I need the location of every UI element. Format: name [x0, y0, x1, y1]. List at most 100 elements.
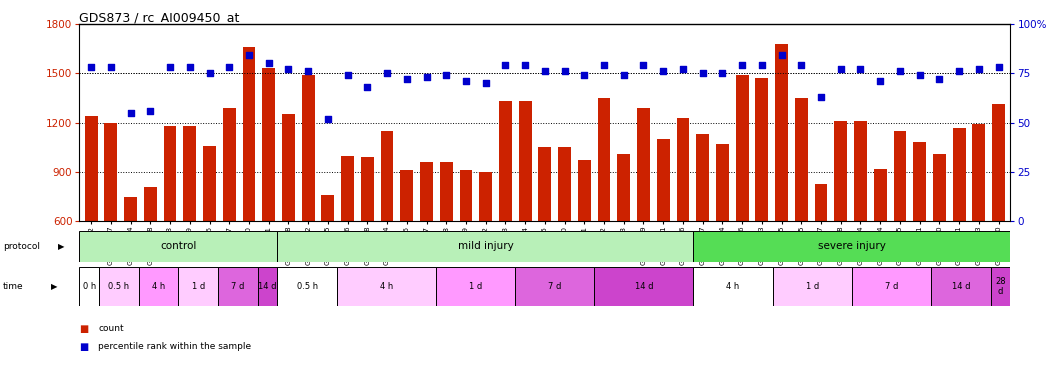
- Bar: [499, 101, 512, 221]
- Bar: [852, 267, 931, 306]
- Point: [931, 76, 948, 82]
- Point: [359, 84, 376, 90]
- Bar: [139, 267, 179, 306]
- Bar: [302, 75, 314, 221]
- Text: 0.5 h: 0.5 h: [108, 282, 129, 291]
- Bar: [164, 126, 177, 221]
- Point: [240, 52, 257, 58]
- Text: control: control: [160, 241, 197, 251]
- Bar: [539, 147, 551, 221]
- Bar: [795, 98, 807, 221]
- Point: [280, 66, 297, 72]
- Point: [162, 64, 179, 70]
- Point: [516, 62, 533, 68]
- Text: 7 d: 7 d: [884, 282, 898, 291]
- Point: [951, 68, 968, 74]
- Bar: [972, 124, 985, 221]
- Bar: [735, 75, 748, 221]
- Bar: [515, 267, 595, 306]
- Point: [260, 60, 277, 66]
- Point: [694, 70, 711, 76]
- Bar: [223, 108, 236, 221]
- Bar: [518, 101, 531, 221]
- Text: 28
d: 28 d: [996, 277, 1006, 296]
- Bar: [992, 105, 1005, 221]
- Bar: [815, 184, 827, 221]
- Bar: [637, 108, 650, 221]
- Bar: [322, 195, 334, 221]
- Bar: [854, 121, 867, 221]
- Point: [773, 52, 790, 58]
- Point: [970, 66, 987, 72]
- Bar: [696, 134, 709, 221]
- Text: ▶: ▶: [51, 282, 57, 291]
- Bar: [913, 142, 926, 221]
- Text: 4 h: 4 h: [152, 282, 165, 291]
- Text: 14 d: 14 d: [951, 282, 970, 291]
- Bar: [262, 68, 275, 221]
- Bar: [79, 267, 99, 306]
- Bar: [676, 118, 690, 221]
- Point: [320, 116, 336, 122]
- Point: [221, 64, 238, 70]
- Point: [438, 72, 455, 78]
- Text: ▶: ▶: [58, 242, 65, 251]
- Point: [714, 70, 731, 76]
- Point: [635, 62, 652, 68]
- Point: [911, 72, 928, 78]
- Bar: [400, 171, 414, 221]
- Text: 7 d: 7 d: [231, 282, 244, 291]
- Point: [536, 68, 553, 74]
- Bar: [835, 121, 847, 221]
- Bar: [952, 127, 966, 221]
- Text: protocol: protocol: [3, 242, 40, 251]
- Point: [340, 72, 357, 78]
- Point: [892, 68, 909, 74]
- Point: [557, 68, 573, 74]
- Text: ■: ■: [79, 342, 89, 352]
- Text: time: time: [3, 282, 23, 291]
- Bar: [693, 231, 1010, 262]
- Bar: [79, 231, 277, 262]
- Text: 1 d: 1 d: [806, 282, 819, 291]
- Point: [576, 72, 592, 78]
- Bar: [361, 157, 373, 221]
- Bar: [657, 139, 670, 221]
- Bar: [336, 267, 436, 306]
- Bar: [277, 267, 336, 306]
- Bar: [755, 78, 768, 221]
- Text: 14 d: 14 d: [258, 282, 277, 291]
- Bar: [105, 123, 117, 221]
- Text: ■: ■: [79, 324, 89, 334]
- Point: [792, 62, 809, 68]
- Text: 1 d: 1 d: [469, 282, 482, 291]
- Bar: [618, 154, 631, 221]
- Bar: [479, 172, 492, 221]
- Point: [83, 64, 99, 70]
- Bar: [990, 267, 1010, 306]
- Bar: [874, 169, 887, 221]
- Text: 1 d: 1 d: [191, 282, 205, 291]
- Text: count: count: [98, 324, 124, 333]
- Text: 0 h: 0 h: [83, 282, 96, 291]
- Bar: [598, 98, 610, 221]
- Bar: [242, 47, 255, 221]
- Bar: [459, 171, 472, 221]
- Bar: [203, 146, 216, 221]
- Point: [813, 94, 829, 100]
- Bar: [218, 267, 258, 306]
- Point: [181, 64, 198, 70]
- Text: percentile rank within the sample: percentile rank within the sample: [98, 342, 252, 351]
- Text: 4 h: 4 h: [727, 282, 740, 291]
- Text: 0.5 h: 0.5 h: [296, 282, 317, 291]
- Bar: [436, 267, 515, 306]
- Bar: [776, 44, 788, 221]
- Point: [418, 74, 435, 80]
- Point: [753, 62, 770, 68]
- Point: [379, 70, 396, 76]
- Bar: [693, 267, 772, 306]
- Point: [477, 80, 494, 86]
- Point: [122, 110, 139, 116]
- Text: 14 d: 14 d: [635, 282, 653, 291]
- Bar: [258, 267, 277, 306]
